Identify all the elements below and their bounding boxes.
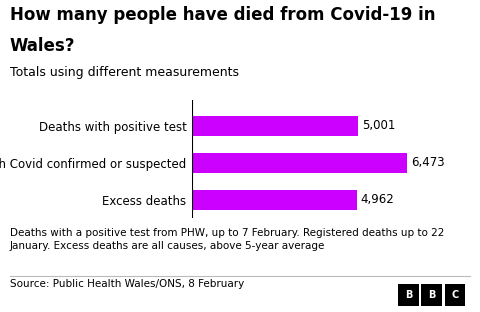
- Bar: [192, 190, 357, 210]
- Text: C: C: [451, 290, 458, 300]
- FancyBboxPatch shape: [444, 284, 466, 306]
- Bar: [192, 115, 359, 136]
- Text: B: B: [405, 290, 412, 300]
- Text: 4,962: 4,962: [360, 193, 394, 206]
- Text: Deaths with a positive test from PHW, up to 7 February. Registered deaths up to : Deaths with a positive test from PHW, up…: [10, 228, 444, 251]
- FancyBboxPatch shape: [421, 284, 442, 306]
- Text: Totals using different measurements: Totals using different measurements: [10, 66, 239, 79]
- Text: Wales?: Wales?: [10, 37, 75, 56]
- Text: How many people have died from Covid-19 in: How many people have died from Covid-19 …: [10, 6, 435, 24]
- Text: Source: Public Health Wales/ONS, 8 February: Source: Public Health Wales/ONS, 8 Febru…: [10, 279, 244, 289]
- Text: B: B: [428, 290, 435, 300]
- Bar: [192, 153, 408, 173]
- FancyBboxPatch shape: [398, 284, 419, 306]
- Text: 6,473: 6,473: [411, 156, 444, 169]
- Text: 5,001: 5,001: [362, 119, 395, 132]
